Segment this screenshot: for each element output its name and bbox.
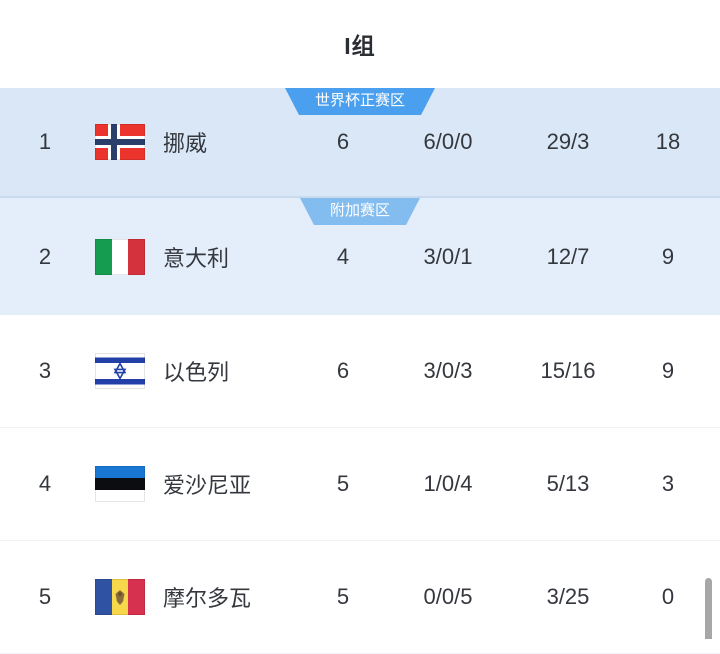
italy-flag-icon [95,238,145,275]
goals-for-against-cell: 3/25 [546,584,590,609]
table-row[interactable]: 2 意大利 4 3/0/1 12/7 9 [0,198,720,315]
zone-badge: 附加赛区 [300,198,420,225]
rank-cell: 1 [38,129,52,154]
rank-cell: 3 [38,358,52,383]
team-name: 摩尔多瓦 [163,586,252,611]
standings-table: 世界杯正赛区 1 挪威 6 6/0/0 29/3 18 附加赛区 2 意大利 4 3/0/1 12/7 9… [0,88,720,654]
team-name: 挪威 [163,131,208,156]
group-title: I组 [344,33,376,59]
points-cell: 9 [661,243,675,269]
group-header: I组 [0,0,720,88]
games-played-cell: 5 [336,584,350,609]
moldova-flag-icon [95,579,145,615]
win-draw-loss-cell: 1/0/4 [423,471,473,496]
scrollbar-thumb[interactable] [705,578,712,639]
table-row[interactable]: 4 爱沙尼亚 5 1/0/4 5/13 3 [0,428,720,541]
games-played-cell: 6 [336,129,350,154]
goals-for-against-cell: 12/7 [546,243,590,269]
team-name: 以色列 [163,360,230,385]
goals-for-against-cell: 15/16 [540,358,596,383]
goals-for-against-cell: 29/3 [546,129,590,154]
games-played-cell: 6 [336,358,350,383]
team-name: 意大利 [163,245,230,271]
rank-cell: 5 [38,584,52,609]
win-draw-loss-cell: 6/0/0 [423,129,473,154]
rank-cell: 2 [38,243,52,269]
norway-flag-icon [95,124,145,160]
table-row[interactable]: 5 摩尔多瓦 5 0/0/5 3/25 0 [0,541,720,654]
qualification-zone-1: 附加赛区 2 意大利 4 3/0/1 12/7 9 [0,198,720,315]
rank-cell: 4 [38,471,52,496]
points-cell: 0 [661,584,675,609]
estonia-flag-icon [95,466,145,502]
win-draw-loss-cell: 3/0/1 [423,243,473,269]
israel-flag-icon [95,353,145,389]
table-row[interactable]: 1 挪威 6 6/0/0 29/3 18 [0,88,720,196]
win-draw-loss-cell: 3/0/3 [423,358,473,383]
win-draw-loss-cell: 0/0/5 [423,584,473,609]
games-played-cell: 5 [336,471,350,496]
points-cell: 18 [655,129,681,154]
goals-for-against-cell: 5/13 [546,471,590,496]
table-row[interactable]: 3 以色列 6 3/0/3 15/16 9 [0,315,720,428]
zone-badge: 世界杯正赛区 [285,88,435,115]
qualification-zone-0: 世界杯正赛区 1 挪威 6 6/0/0 29/3 18 [0,88,720,198]
points-cell: 3 [661,471,675,496]
points-cell: 9 [661,358,675,383]
team-name: 爱沙尼亚 [163,473,252,498]
games-played-cell: 4 [336,243,350,269]
